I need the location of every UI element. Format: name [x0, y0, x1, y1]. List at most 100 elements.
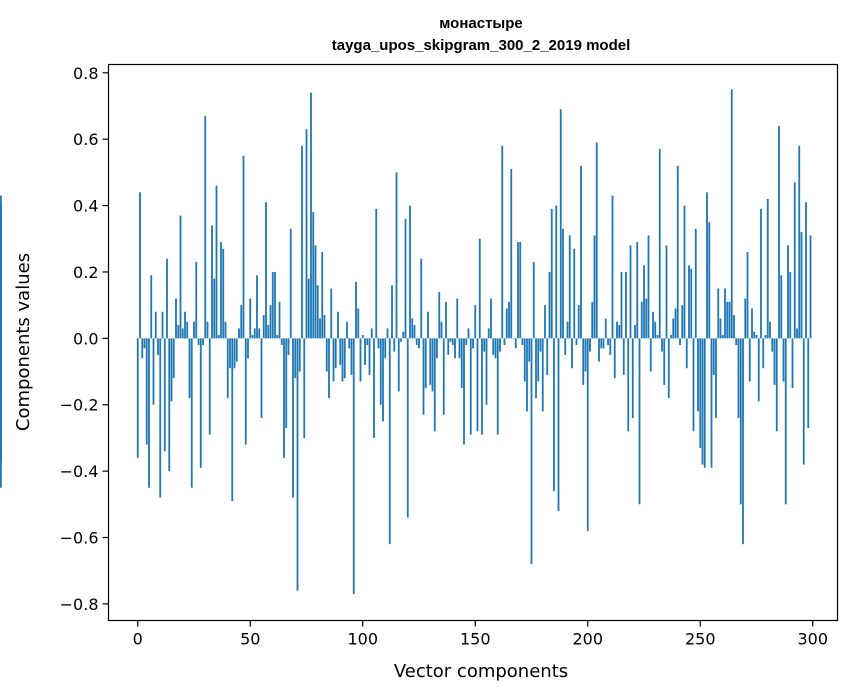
- bar-88: [334, 338, 337, 369]
- bar-101: [364, 338, 366, 365]
- bar-203: [593, 235, 596, 339]
- x-axis-ticks: 0 50 100 150 200 250 300: [133, 620, 828, 649]
- bar-125: [418, 338, 420, 349]
- bar-128: [424, 338, 427, 389]
- bar-205: [598, 338, 600, 362]
- bar-12: [163, 338, 166, 452]
- bar-35: [215, 185, 218, 339]
- bar-55: [260, 338, 263, 419]
- y-tick-label: 0.4: [73, 197, 98, 216]
- bar-218: [627, 338, 630, 432]
- bar-240: [676, 165, 679, 339]
- bar-216: [622, 338, 625, 375]
- bar-188: [559, 109, 562, 339]
- bar-179: [539, 338, 542, 352]
- bar-273: [751, 308, 753, 339]
- bar-109: [382, 338, 384, 422]
- bar-135: [440, 321, 443, 339]
- bar-8: [154, 311, 157, 339]
- bar-56: [262, 315, 265, 339]
- bar-274: [753, 331, 756, 339]
- bar-74: [303, 338, 306, 438]
- bar-151: [476, 338, 479, 432]
- bar-288: [784, 338, 787, 505]
- bar-16: [172, 338, 175, 379]
- bar-278: [762, 338, 765, 369]
- bar-261: [724, 288, 726, 339]
- x-tick-label: 50: [240, 630, 260, 649]
- bar-48: [244, 338, 247, 445]
- bar-168: [514, 338, 517, 349]
- bar-251: [701, 338, 704, 465]
- bar-65: [283, 338, 285, 458]
- bar-43: [233, 338, 236, 369]
- bar-11: [161, 311, 164, 339]
- bar-139: [449, 338, 452, 342]
- bar-209: [607, 338, 609, 345]
- bar-13: [166, 258, 168, 339]
- bar-25: [193, 321, 195, 339]
- bar-121: [409, 205, 411, 339]
- bar-200: [586, 338, 589, 531]
- bar-155: [485, 338, 488, 405]
- bar-141: [454, 338, 456, 359]
- bar-148: [469, 338, 472, 435]
- bar-184: [550, 208, 553, 339]
- bar-33: [211, 225, 213, 339]
- bar-34: [213, 278, 216, 339]
- bar-296: [802, 338, 805, 465]
- bar-99: [359, 338, 362, 382]
- bar-114: [393, 338, 396, 352]
- bar-268: [739, 338, 742, 505]
- bar-146: [465, 338, 468, 345]
- bar-152: [478, 238, 481, 339]
- bar-229: [652, 311, 654, 339]
- bar-187: [557, 338, 560, 511]
- bar-198: [582, 338, 585, 385]
- bar-132: [433, 338, 436, 432]
- bar-138: [447, 338, 450, 355]
- bar-41: [229, 338, 231, 369]
- bar-156: [487, 328, 490, 339]
- bar-21: [184, 311, 186, 339]
- bar-199: [584, 338, 587, 372]
- bar-106: [375, 208, 378, 339]
- bar-236: [667, 338, 670, 399]
- bar-264: [730, 89, 733, 339]
- bar-219: [629, 245, 632, 339]
- bar-222: [636, 242, 639, 339]
- bar-28: [199, 338, 202, 468]
- bar-45: [238, 328, 240, 339]
- bar-171: [521, 338, 524, 345]
- bar-165: [508, 301, 510, 339]
- bar-189: [562, 228, 564, 339]
- bar-260: [721, 335, 724, 339]
- bar-104: [370, 328, 373, 339]
- bar-129: [427, 311, 429, 339]
- bar-92: [343, 338, 346, 379]
- bar-237: [670, 335, 672, 339]
- bar-204: [595, 142, 598, 339]
- bar-267: [737, 338, 740, 419]
- bar-182: [546, 338, 549, 375]
- bar-81: [319, 318, 321, 339]
- bar-96: [352, 338, 355, 594]
- bar-196: [577, 305, 580, 339]
- bar-62: [276, 335, 279, 339]
- bar-32: [208, 338, 211, 435]
- bar-143: [458, 338, 461, 359]
- bar-161: [499, 338, 501, 352]
- bar-149: [472, 338, 474, 349]
- bar-170: [519, 242, 522, 339]
- bar-27: [197, 338, 200, 345]
- bar-254: [708, 222, 711, 339]
- bar-228: [649, 338, 652, 372]
- bar-263: [728, 301, 731, 339]
- bar-220: [631, 338, 634, 419]
- bar-166: [510, 169, 513, 339]
- bar-239: [674, 308, 677, 339]
- bar-133: [436, 338, 438, 359]
- bar-186: [555, 205, 558, 339]
- bar-233: [661, 338, 663, 352]
